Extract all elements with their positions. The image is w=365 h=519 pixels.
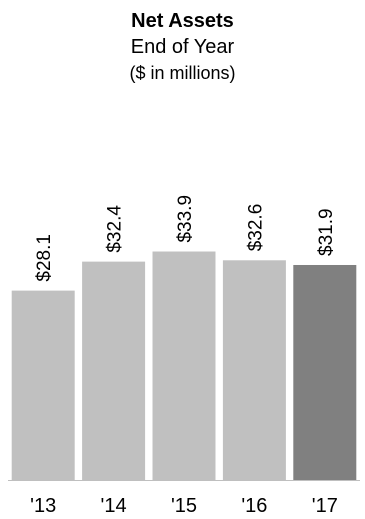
value-label-2: $33.9: [175, 195, 196, 243]
value-label-4: $31.9: [316, 208, 337, 256]
bar-2: [152, 251, 216, 480]
x-tick-label-1: '14: [101, 495, 127, 517]
bar-4: [293, 264, 357, 480]
value-label-1: $32.4: [105, 205, 126, 253]
chart-subtitle-units: ($ in millions): [129, 63, 236, 83]
value-label-0: $28.1: [34, 234, 55, 282]
x-tick-label-0: '13: [30, 495, 56, 517]
chart-title: Net Assets: [131, 10, 234, 32]
bar-0: [11, 290, 75, 480]
bar-1: [82, 261, 146, 480]
x-tick-label-3: '16: [241, 495, 267, 517]
bar-3: [222, 260, 286, 480]
chart-subtitle: End of Year: [130, 36, 235, 58]
x-tick-label-4: '17: [312, 495, 338, 517]
value-label-3: $32.6: [245, 204, 266, 252]
x-tick-label-2: '15: [171, 495, 197, 517]
